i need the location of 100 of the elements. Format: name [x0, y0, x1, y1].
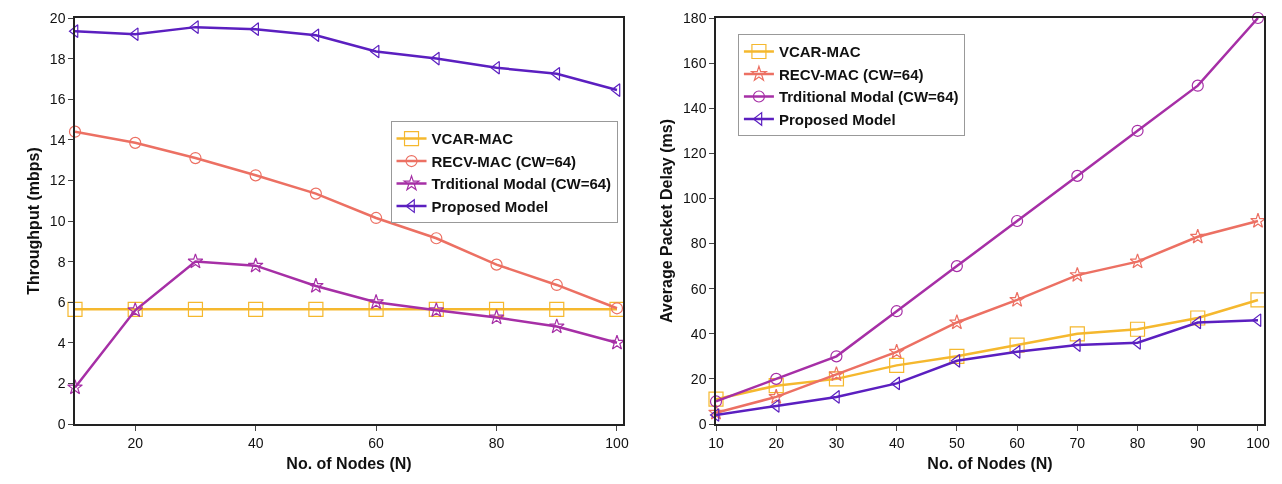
point — [187, 301, 204, 317]
y-tick-label: 0 — [57, 415, 66, 432]
point — [609, 334, 625, 350]
legend-label: RECV-MAC (CW=64) — [778, 65, 924, 83]
point — [308, 301, 324, 317]
y-tick-label: 18 — [49, 50, 66, 67]
legend-label: VCAR-MAC — [431, 130, 514, 148]
point — [309, 28, 320, 43]
y-tick-label: 8 — [57, 253, 66, 270]
y-tick-label: 4 — [57, 334, 66, 351]
y-tick-label: 10 — [49, 212, 66, 229]
point — [488, 309, 505, 325]
y-tick-label: 180 — [683, 9, 707, 26]
point — [1131, 124, 1144, 137]
point — [708, 391, 724, 407]
y-tick-label: 2 — [57, 375, 66, 392]
point — [1190, 310, 1206, 326]
point — [610, 83, 621, 98]
point — [1071, 169, 1084, 182]
point — [950, 353, 961, 368]
point — [709, 395, 723, 408]
y-tick-label: 20 — [49, 9, 66, 26]
point — [189, 151, 202, 165]
point — [368, 293, 385, 310]
point — [708, 404, 724, 420]
point — [1251, 11, 1265, 25]
point — [1251, 313, 1262, 328]
point — [950, 260, 963, 273]
legend-label: RECV-MAC (CW=64) — [431, 152, 577, 170]
y-tick-label: 14 — [49, 131, 66, 148]
y-axis-title: Throughput (mbps) — [25, 147, 43, 295]
point — [1009, 291, 1026, 307]
y-tick-label: 60 — [690, 280, 707, 297]
point — [828, 366, 845, 382]
point — [1129, 253, 1146, 269]
x-tick-label: 70 — [1069, 434, 1086, 451]
x-tick-label: 40 — [888, 434, 905, 451]
x-tick-label: 100 — [605, 434, 629, 451]
x-tick-label: 20 — [768, 434, 785, 451]
point — [549, 301, 565, 317]
x-tick-label: 20 — [127, 434, 144, 451]
legend-label: Trditional Modal (CW=64) — [431, 175, 612, 193]
x-tick-label: 10 — [708, 434, 724, 451]
y-tick-label: 12 — [49, 172, 66, 189]
point — [247, 257, 264, 273]
x-tick-label: 30 — [828, 434, 845, 451]
point — [370, 211, 383, 225]
point — [768, 388, 785, 404]
x-tick-label: 80 — [488, 434, 505, 451]
x-tick-label: 100 — [1246, 434, 1270, 451]
point — [67, 379, 83, 395]
point — [768, 378, 784, 394]
point — [709, 408, 720, 422]
point — [1069, 266, 1086, 282]
point — [548, 318, 565, 334]
point — [1191, 315, 1202, 330]
point — [948, 314, 965, 330]
point — [490, 258, 503, 271]
point — [828, 371, 845, 387]
point — [1250, 212, 1266, 228]
point — [309, 187, 322, 200]
legend-label: Proposed Model — [778, 110, 896, 128]
legend-label: Proposed Model — [431, 197, 549, 215]
y-tick-label: 120 — [683, 145, 707, 162]
y-tick-label: 16 — [49, 91, 66, 108]
point — [307, 277, 324, 293]
legend-label: Trditional Modal (CW=64) — [778, 88, 959, 106]
point — [889, 357, 905, 373]
point — [1011, 214, 1024, 228]
x-tick-label: 90 — [1189, 434, 1206, 451]
point — [949, 348, 965, 364]
y-tick-label: 20 — [690, 370, 707, 387]
y-tick-label: 0 — [698, 415, 707, 432]
point — [1069, 326, 1085, 342]
point — [249, 169, 262, 182]
y-tick-label: 80 — [690, 235, 707, 252]
point — [550, 66, 561, 81]
point — [770, 372, 783, 385]
y-tick-label: 6 — [57, 294, 66, 311]
point — [770, 399, 780, 413]
x-axis-title: No. of Nodes (N) — [286, 454, 412, 472]
y-tick-label: 140 — [683, 100, 707, 117]
point — [67, 301, 83, 317]
point — [249, 22, 260, 37]
x-tick-label: 60 — [368, 434, 385, 451]
x-axis-title: No. of Nodes (N) — [927, 454, 1053, 472]
point — [430, 232, 443, 245]
point — [1129, 321, 1146, 337]
y-tick-label: 160 — [683, 55, 707, 72]
point — [890, 376, 901, 391]
point — [248, 301, 264, 317]
point — [830, 350, 843, 363]
x-tick-label: 60 — [1009, 434, 1026, 451]
point — [890, 305, 903, 318]
point — [187, 253, 204, 269]
point — [68, 125, 82, 138]
point — [550, 278, 563, 292]
x-tick-label: 50 — [949, 434, 965, 451]
x-tick-label: 40 — [247, 434, 264, 451]
y-axis-title: Average Packet Delay (ms) — [658, 119, 676, 323]
